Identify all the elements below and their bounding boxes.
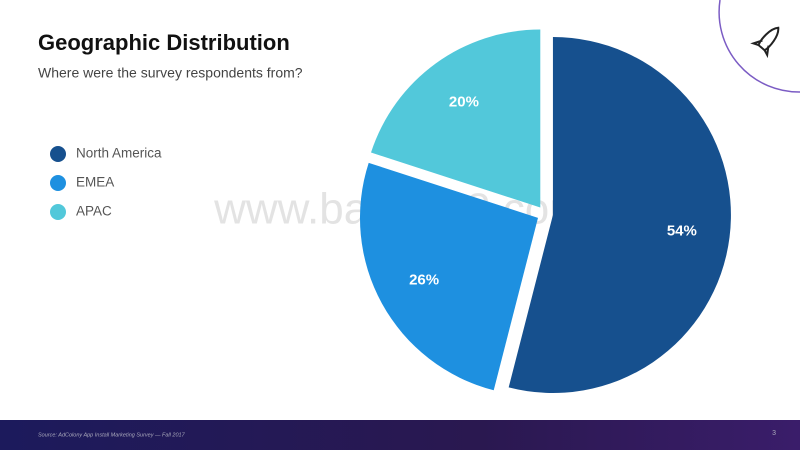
pie-slice [508,37,731,394]
data-label: 20% [449,93,479,110]
legend-label: APAC [76,204,112,219]
legend-swatch [50,146,66,162]
legend-swatch [50,204,66,220]
page-number: 3 [772,430,776,437]
legend-label: EMEA [76,175,114,190]
legend-swatch [50,175,66,191]
data-label: 26% [409,271,439,288]
footer-source: Source: AdColony App Install Marketing S… [38,432,186,438]
pie-slice [371,29,541,208]
pie-slice [359,162,538,391]
chart: 54% 26% 20% North America EMEA APAC [50,29,731,394]
logo-rocket [750,26,780,59]
chart-subtitle: Where were the survey respondents from? [38,65,303,81]
chart-title: Geographic Distribution [38,30,290,55]
data-label: 54% [667,222,697,239]
logo-arc [718,0,800,93]
legend-label: North America [76,146,162,161]
footer-bar [0,420,800,450]
